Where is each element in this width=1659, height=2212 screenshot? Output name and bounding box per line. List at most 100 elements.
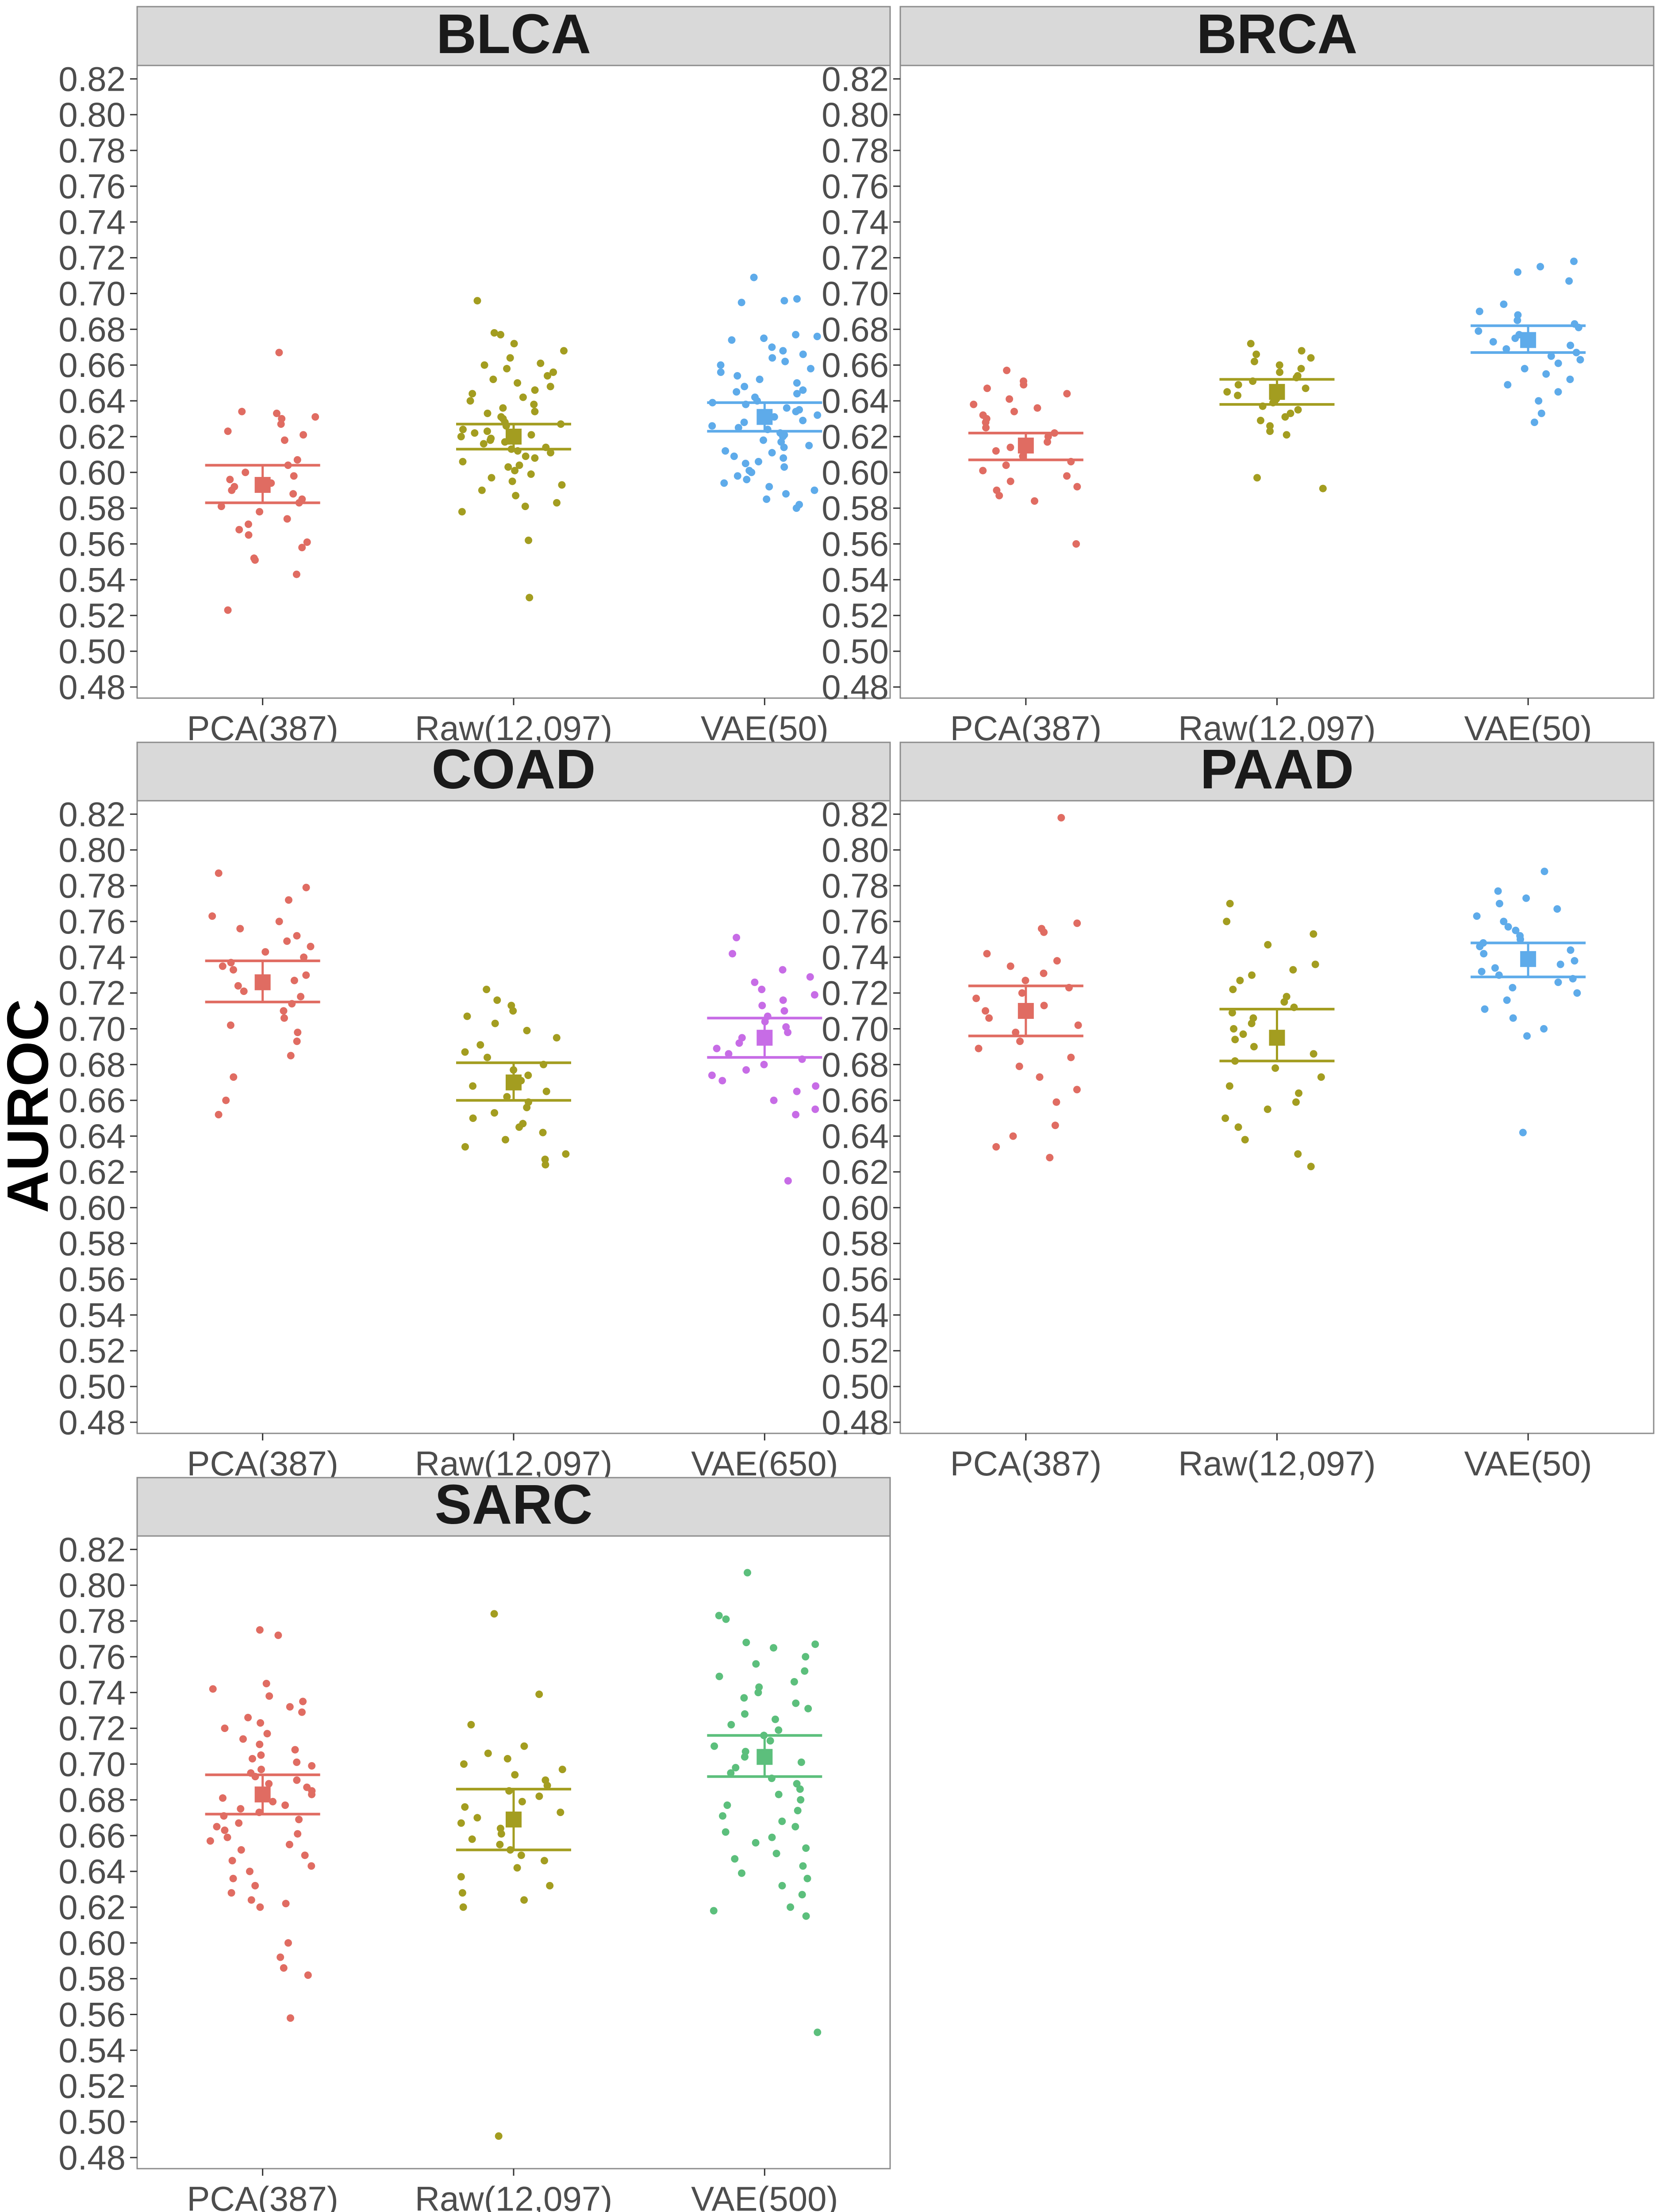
data-point <box>1044 438 1051 446</box>
data-point <box>1494 887 1502 895</box>
mean-marker <box>757 1749 773 1765</box>
y-tick-label: 0.64 <box>822 1117 889 1156</box>
data-point <box>1234 381 1242 389</box>
y-tick-label: 0.50 <box>58 2102 126 2141</box>
data-point <box>493 996 501 1004</box>
data-point <box>1289 966 1297 974</box>
data-point <box>1542 370 1550 378</box>
data-point <box>467 1721 475 1728</box>
group-vae-50: VAE(50) <box>701 273 829 748</box>
data-point <box>1519 1129 1527 1137</box>
y-tick-label: 0.54 <box>58 560 126 599</box>
mean-marker <box>506 1811 522 1828</box>
data-point <box>544 372 551 380</box>
data-point <box>222 1096 230 1104</box>
data-point <box>1512 926 1520 934</box>
data-point <box>1063 472 1071 480</box>
y-tick-label: 0.50 <box>58 632 126 671</box>
data-point <box>227 1021 234 1029</box>
data-point <box>1022 976 1029 984</box>
data-point <box>287 2014 294 2022</box>
group-pca-387: PCA(387) <box>950 814 1102 1483</box>
y-tick-label: 0.64 <box>58 1852 126 1891</box>
data-point <box>779 347 787 355</box>
data-point <box>801 1667 809 1675</box>
data-point <box>992 1143 1000 1151</box>
data-point <box>504 463 512 471</box>
data-point <box>725 1050 733 1058</box>
y-tick-label: 0.76 <box>822 167 889 206</box>
y-tick-label: 0.58 <box>822 489 889 528</box>
data-point <box>738 1869 745 1877</box>
data-point <box>483 427 491 435</box>
data-point <box>787 1903 795 1911</box>
data-point <box>1019 452 1027 460</box>
data-point <box>219 962 227 970</box>
data-point <box>217 503 225 511</box>
data-point <box>511 467 519 475</box>
data-point <box>558 481 566 489</box>
plot-frame <box>136 65 891 699</box>
data-point <box>768 449 776 457</box>
panel-strip <box>136 1477 891 1537</box>
data-point <box>751 978 759 986</box>
data-point <box>292 570 300 578</box>
data-point <box>280 1964 288 1972</box>
y-tick-label: 0.50 <box>58 1367 126 1406</box>
data-point <box>308 1790 316 1798</box>
data-point <box>234 982 242 990</box>
x-tick-label: VAE(50) <box>1464 1444 1592 1483</box>
data-point <box>1012 1029 1020 1037</box>
data-point <box>523 1103 531 1111</box>
data-point <box>1253 474 1261 482</box>
data-point <box>784 1177 792 1185</box>
panel-strip <box>899 6 1655 66</box>
data-point <box>1223 388 1231 396</box>
data-point <box>521 503 529 511</box>
data-point <box>741 1753 749 1761</box>
data-point <box>488 474 495 482</box>
data-point <box>457 433 465 441</box>
data-point <box>489 376 497 383</box>
data-point <box>1018 989 1026 997</box>
y-tick-label: 0.76 <box>58 902 126 941</box>
data-point <box>727 1721 735 1728</box>
y-tick-label: 0.70 <box>58 274 126 313</box>
data-point <box>722 447 730 455</box>
y-tick-label: 0.52 <box>58 2066 126 2105</box>
data-point <box>256 1626 264 1634</box>
data-point <box>780 297 788 305</box>
y-tick-label: 0.76 <box>822 902 889 941</box>
plot-frame <box>136 1535 891 2170</box>
data-point <box>742 1066 750 1074</box>
data-point <box>459 458 467 465</box>
data-point <box>503 365 511 373</box>
data-point <box>1504 381 1512 389</box>
y-tick-label: 0.74 <box>822 203 889 242</box>
y-tick-label: 0.78 <box>58 131 126 170</box>
data-point <box>741 460 749 468</box>
data-point <box>269 1797 277 1805</box>
y-tick-label: 0.60 <box>822 453 889 492</box>
mean-marker <box>757 1029 773 1046</box>
mean-marker <box>757 409 773 425</box>
panel-strip <box>899 741 1655 802</box>
data-point <box>560 347 568 355</box>
data-point <box>223 1833 231 1841</box>
data-point <box>741 1710 749 1718</box>
data-point <box>546 383 554 391</box>
data-point <box>274 1631 282 1639</box>
data-point <box>276 1953 284 1961</box>
data-point <box>471 429 479 437</box>
data-point <box>503 1093 511 1101</box>
data-point <box>294 1029 302 1037</box>
y-tick-label: 0.66 <box>822 346 889 384</box>
data-point <box>520 1742 528 1750</box>
data-point <box>281 1801 289 1809</box>
y-tick-label: 0.70 <box>58 1744 126 1783</box>
data-point <box>1511 334 1519 342</box>
data-point <box>814 2028 822 2036</box>
data-point <box>810 991 818 999</box>
data-point <box>983 950 991 958</box>
data-point <box>1250 1043 1258 1051</box>
